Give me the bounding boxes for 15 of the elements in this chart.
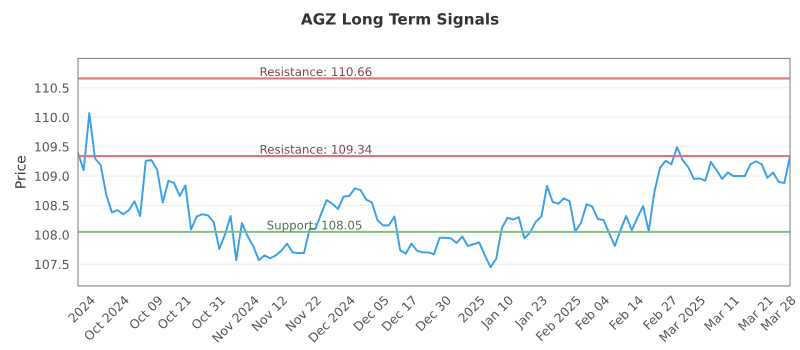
y-tick-label: 109.0 (35, 171, 69, 181)
y-tick-label: 109.5 (35, 142, 69, 152)
ref-line-label: Resistance: 110.66 (260, 67, 372, 76)
y-tick-label: 108.5 (35, 200, 69, 210)
x-tick-label: Dec 30 (415, 295, 452, 332)
y-tick-label: 108.0 (35, 230, 69, 240)
y-tick-label: 110.0 (35, 112, 69, 122)
chart-title: AGZ Long Term Signals (300, 12, 498, 28)
y-axis-title: Price (14, 156, 26, 188)
line-series (78, 112, 790, 268)
ref-line-label: Support: 108.05 (267, 220, 362, 232)
y-tick-label: 107.5 (35, 260, 69, 270)
y-tick-label: 110.5 (35, 83, 69, 93)
ref-line-label: Resistance: 109.34 (260, 144, 372, 154)
x-tick-label: Feb 14 (608, 294, 644, 330)
